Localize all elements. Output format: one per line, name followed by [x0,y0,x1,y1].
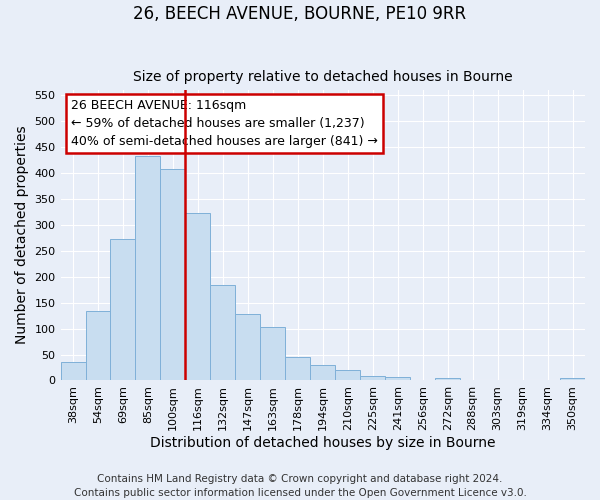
Bar [86,312,110,380]
Bar [136,156,160,380]
Bar [435,378,460,380]
Text: 26, BEECH AVENUE, BOURNE, PE10 9RR: 26, BEECH AVENUE, BOURNE, PE10 9RR [133,5,467,23]
Text: Contains HM Land Registry data © Crown copyright and database right 2024.
Contai: Contains HM Land Registry data © Crown c… [74,474,526,498]
Title: Size of property relative to detached houses in Bourne: Size of property relative to detached ho… [133,70,512,85]
Bar [185,213,211,380]
Bar [260,327,286,380]
Bar [310,365,335,380]
Bar [335,370,360,380]
Bar [560,378,585,380]
Bar [385,378,410,380]
Bar [160,169,185,380]
Bar [286,357,310,380]
X-axis label: Distribution of detached houses by size in Bourne: Distribution of detached houses by size … [150,436,496,450]
Text: 26 BEECH AVENUE: 116sqm
← 59% of detached houses are smaller (1,237)
40% of semi: 26 BEECH AVENUE: 116sqm ← 59% of detache… [71,98,378,148]
Bar [211,285,235,380]
Y-axis label: Number of detached properties: Number of detached properties [15,126,29,344]
Bar [110,240,136,380]
Bar [61,362,86,380]
Bar [360,376,385,380]
Bar [235,314,260,380]
